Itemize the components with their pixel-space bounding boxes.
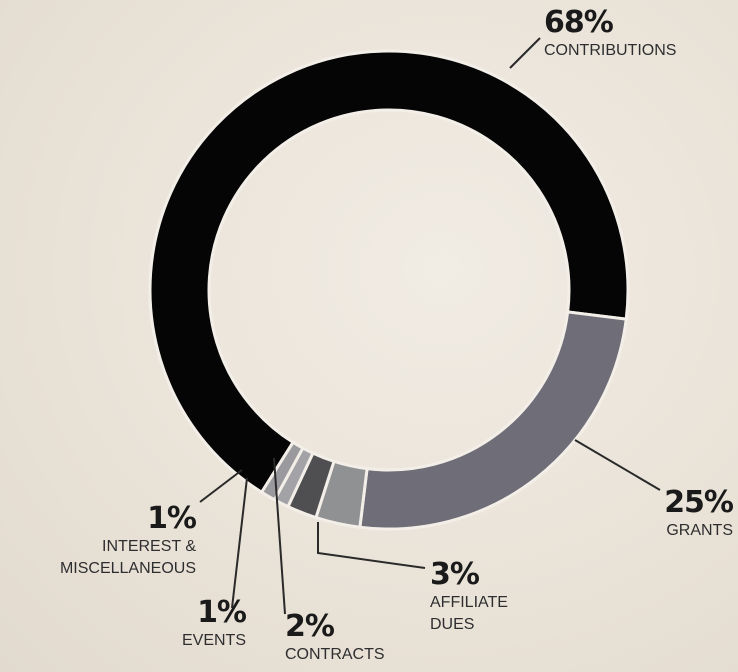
category-label: EVENTS (181, 632, 246, 649)
leader-line (574, 439, 661, 491)
leader-line (273, 457, 286, 615)
leader-line (199, 469, 243, 503)
category-label: INTEREST & MISCELLANEOUS (59, 538, 196, 577)
leader-line (231, 477, 248, 609)
value-label: 2% (285, 609, 335, 644)
value-label: 1% (197, 595, 247, 630)
value-label: 25% (664, 485, 734, 520)
label: 68% CONTRIBUTIONS (544, 6, 676, 62)
value-label: 68% (544, 5, 614, 40)
category-label: GRANTS (666, 522, 733, 539)
slice (358, 310, 628, 531)
slice (259, 440, 305, 502)
donut (148, 49, 630, 531)
label: 25% GRANTS (664, 485, 734, 542)
value-label: 1% (147, 501, 197, 536)
slice (148, 49, 630, 495)
label: 1% EVENTS (181, 595, 247, 652)
label: 1% INTEREST & MISCELLANEOUS (16, 501, 197, 580)
leader-line (317, 522, 426, 569)
leader-line (509, 37, 541, 69)
label: 3% AFFILIATE DUES (430, 558, 530, 636)
label: 2% CONTRACTS (285, 610, 385, 666)
value-label: 3% (430, 557, 480, 592)
category-label: CONTRIBUTIONS (544, 42, 677, 59)
category-label: CONTRACTS (285, 646, 385, 663)
category-label: AFFILIATE DUES (430, 594, 508, 633)
